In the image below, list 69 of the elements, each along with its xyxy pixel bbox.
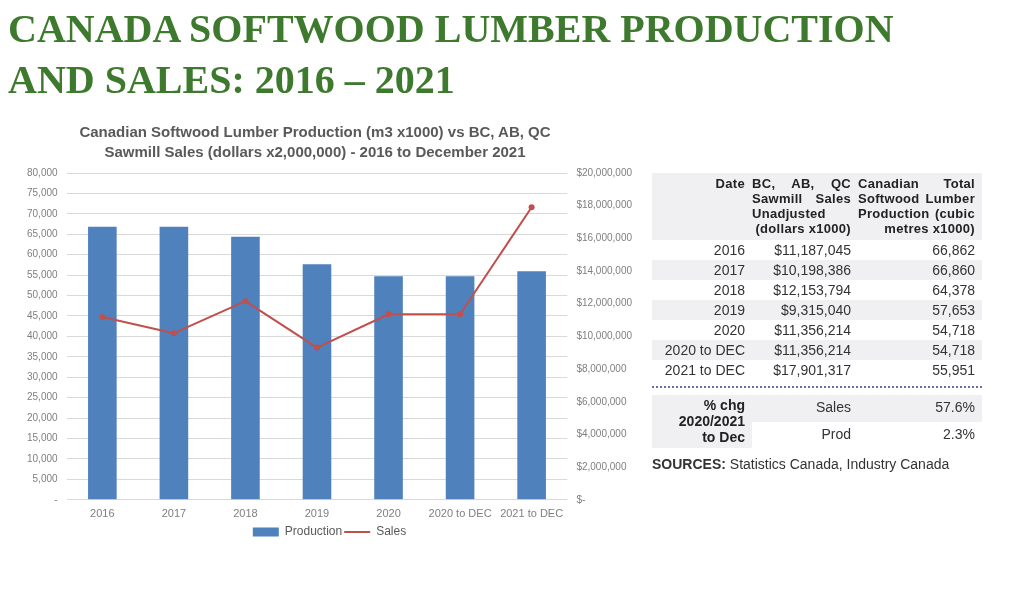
text: $11,356,214 bbox=[752, 340, 858, 360]
y2-tick-label: $20,000,000 bbox=[576, 166, 633, 178]
text: % chg 2020/2021 to Dec bbox=[652, 395, 752, 448]
text: $12,153,794 bbox=[772, 281, 852, 300]
text: Sales bbox=[752, 395, 858, 422]
legend-label: Production bbox=[284, 524, 343, 539]
y2-tick-label: $14,000,000 bbox=[576, 264, 633, 276]
category-label: 2021 to DEC bbox=[664, 362, 745, 378]
chart-title: CANADA SOFTWOOD LUMBER PRODUCTION AND SALES: 2016 – 2021 bbox=[8, 5, 895, 104]
category-label: 2020 bbox=[713, 322, 745, 338]
y2-tick-label: $4,000,000 bbox=[576, 428, 627, 440]
y2-tick-label: $8,000,000 bbox=[576, 362, 627, 374]
y-tick-label: 15,000 bbox=[26, 432, 59, 444]
text: 57.6% bbox=[858, 395, 982, 422]
x-tick-label: 2016 bbox=[90, 507, 115, 520]
text: 54,718 bbox=[931, 321, 976, 340]
legend-label: Sales bbox=[376, 524, 407, 539]
chart-subtitle: Canadian Softwood Lumber Production (m3 x1000) vs BC, AB, QC Sawmill Sales (dollars x2,000,000) - 2016 to December 2021 bbox=[78, 122, 552, 162]
text: BC, AB, QC Sawmill Sales Unadjusted (dollars x1000) bbox=[752, 173, 858, 240]
y-tick-label: 20,000 bbox=[26, 411, 59, 423]
y-tick-label: 45,000 bbox=[26, 309, 59, 321]
y2-tick-label: $18,000,000 bbox=[576, 199, 633, 211]
x-tick-label: 2021 to DEC bbox=[500, 507, 564, 520]
text: 57,653 bbox=[858, 300, 982, 320]
text: $11,187,045 bbox=[773, 241, 852, 260]
y-tick-label: 40,000 bbox=[26, 330, 59, 342]
y2-tick-label: $- bbox=[576, 493, 586, 505]
y-tick-label: 65,000 bbox=[26, 228, 59, 240]
y-tick-label: 55,000 bbox=[26, 268, 59, 280]
category-label: 2018 bbox=[713, 282, 745, 298]
text: 54,718 bbox=[858, 340, 982, 360]
y2-tick-label: $12,000,000 bbox=[576, 297, 633, 309]
text: Prod bbox=[820, 424, 852, 444]
text: 2.3% bbox=[942, 424, 976, 444]
y-tick-label: 5,000 bbox=[32, 473, 59, 485]
category-label: 2019 bbox=[713, 302, 745, 318]
y2-tick-label: $16,000,000 bbox=[576, 232, 633, 244]
text: 55,951 bbox=[931, 361, 976, 380]
y-tick-label: 10,000 bbox=[26, 452, 59, 464]
text: 66,860 bbox=[858, 260, 982, 280]
y-tick-label: 80,000 bbox=[26, 166, 59, 178]
y-tick-label: - bbox=[54, 493, 58, 505]
y2-tick-label: $6,000,000 bbox=[576, 395, 627, 407]
y-tick-label: 50,000 bbox=[26, 289, 59, 301]
text: $17,901,317 bbox=[772, 361, 852, 380]
y-tick-label: 35,000 bbox=[26, 350, 59, 362]
y-tick-label: 75,000 bbox=[26, 187, 59, 199]
category-label: 2016 bbox=[713, 242, 745, 258]
x-tick-label: 2019 bbox=[304, 507, 330, 520]
source-note: SOURCES: Statistics Canada, Industry Canada bbox=[652, 455, 950, 473]
text: 66,862 bbox=[931, 241, 976, 260]
text: Canadian Total Softwood Lumber Production (cubic metres x1000) bbox=[858, 173, 982, 240]
y-tick-label: 25,000 bbox=[26, 391, 59, 403]
y2-tick-label: $10,000,000 bbox=[576, 330, 633, 342]
text: $11,356,214 bbox=[773, 321, 852, 340]
category-label: 2017 bbox=[713, 262, 745, 278]
category-label: 2020 to DEC bbox=[664, 342, 745, 358]
x-tick-label: 2017 bbox=[161, 507, 187, 520]
y-tick-label: 70,000 bbox=[26, 207, 59, 219]
text: $9,315,040 bbox=[752, 300, 858, 320]
x-tick-label: 2018 bbox=[233, 507, 258, 520]
y-tick-label: 30,000 bbox=[26, 371, 59, 382]
x-tick-label: 2020 bbox=[376, 507, 401, 520]
x-tick-label: 2020 to DEC bbox=[428, 507, 492, 520]
text: $10,198,386 bbox=[752, 260, 858, 280]
text: Date bbox=[652, 173, 752, 240]
y2-tick-label: $2,000,000 bbox=[576, 460, 627, 472]
y-tick-label: 60,000 bbox=[26, 248, 59, 260]
text: 64,378 bbox=[931, 281, 976, 300]
